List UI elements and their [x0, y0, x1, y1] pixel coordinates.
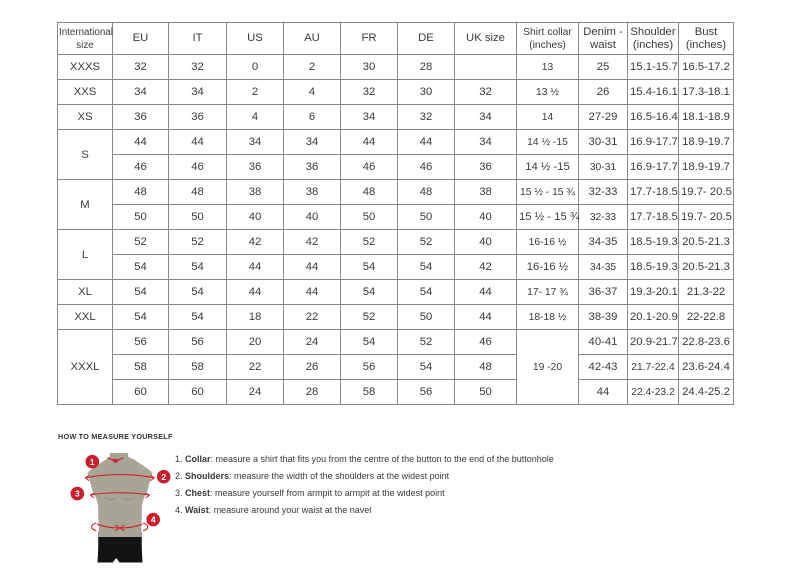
- svg-text:1: 1: [90, 457, 95, 467]
- svg-text:2: 2: [161, 472, 166, 482]
- svg-text:4: 4: [151, 515, 156, 525]
- svg-text:3: 3: [75, 489, 80, 499]
